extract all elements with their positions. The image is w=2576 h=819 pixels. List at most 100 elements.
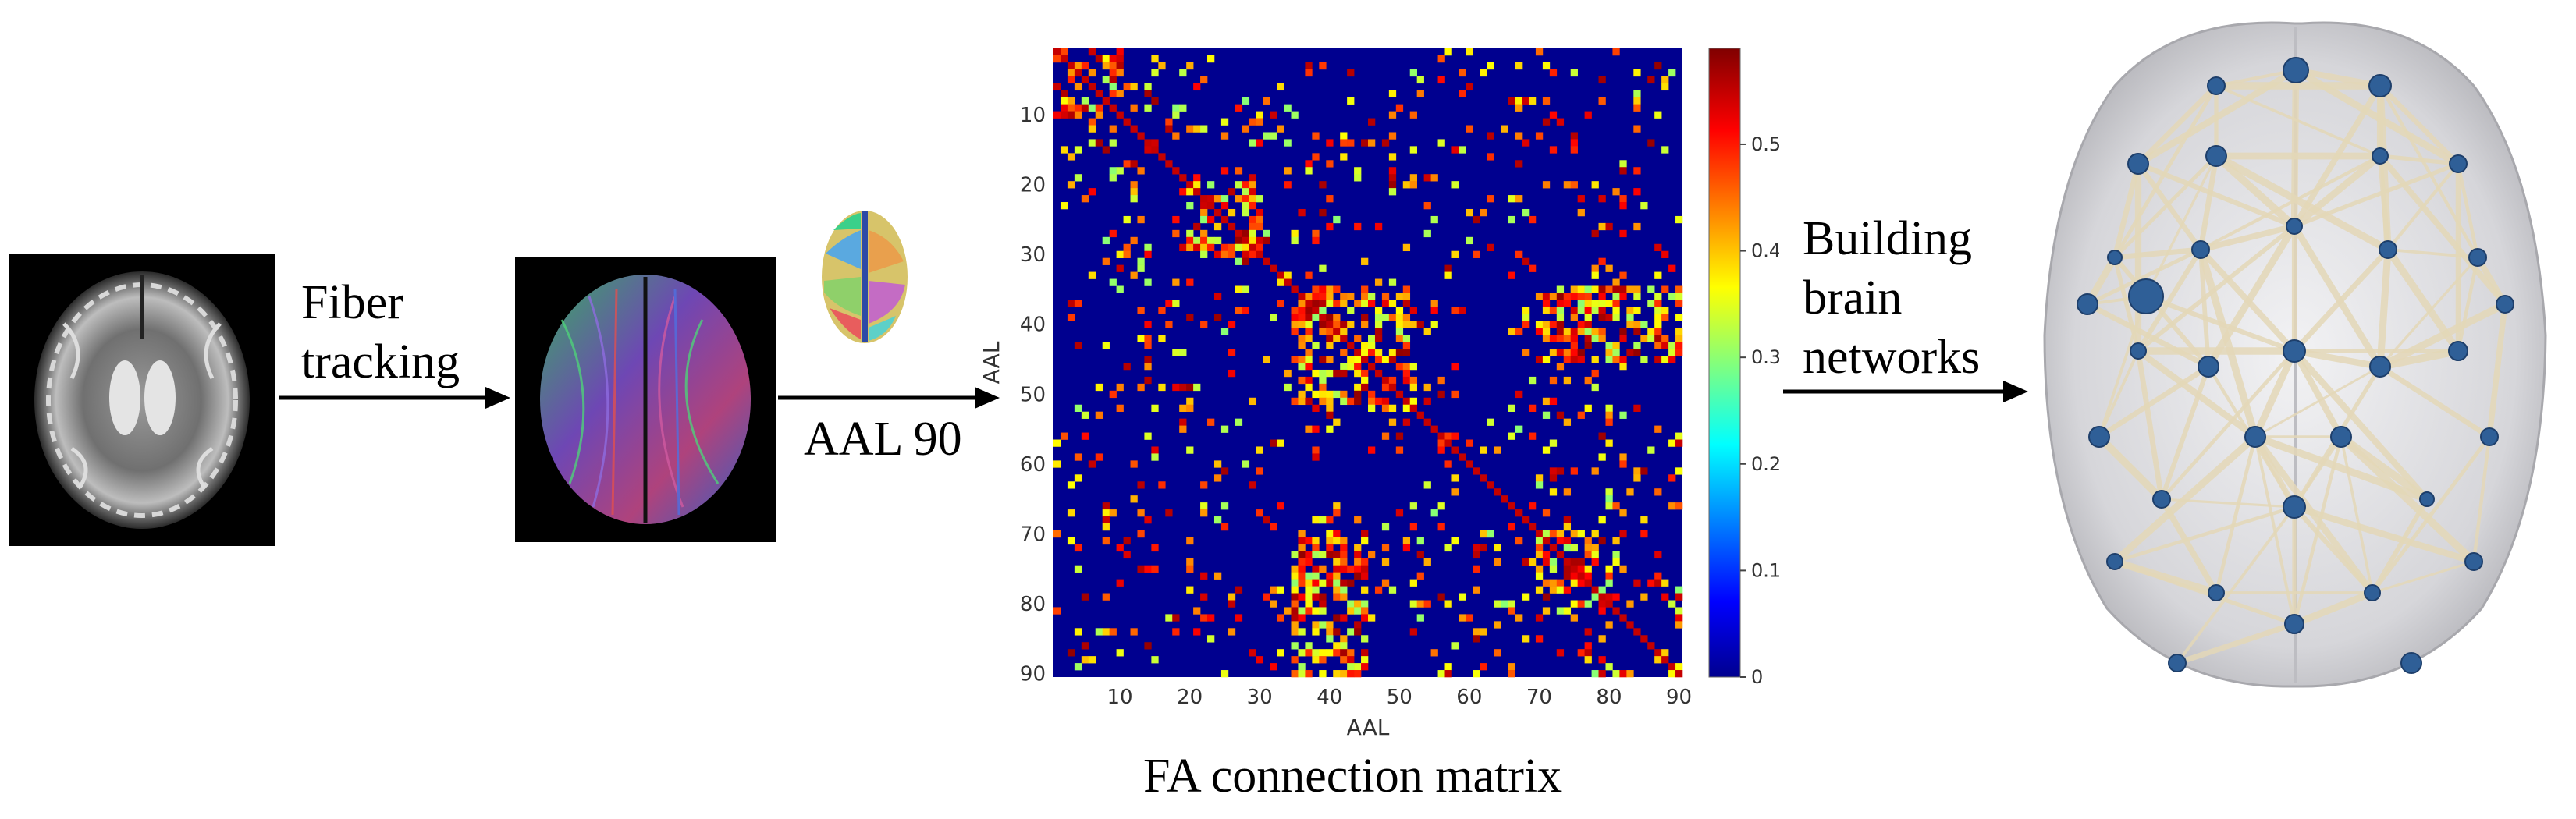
matrix-cell [1095,628,1103,636]
matrix-cell [1144,278,1152,286]
matrix-cell [1207,181,1215,189]
matrix-cell [1340,335,1348,342]
matrix-cell [1109,125,1117,133]
matrix-cell [1437,439,1445,447]
matrix-cell [1102,62,1110,70]
matrix-cell [1333,649,1341,657]
matrix-cell [1123,243,1131,252]
matrix-cell [1515,104,1523,112]
network-node [2207,76,2226,95]
matrix-cell [1430,649,1438,657]
matrix-cell [1361,376,1369,385]
matrix-cell [1284,607,1292,615]
matrix-cell [1347,663,1355,671]
matrix-cell [1053,530,1061,538]
matrix-cell [1480,663,1487,671]
matrix-cell [1487,530,1494,538]
matrix-cell [1388,383,1397,392]
matrix-cell [1067,537,1075,545]
matrix-cell [1528,558,1537,566]
fa-connection-matrix: 10 20 30 40 50 60 70 80 90 10 20 30 40 50 60 70 80 90 AA… [983,48,1779,740]
matrix-cell [1179,349,1187,356]
matrix-cell [1109,76,1117,84]
matrix-cell [1598,600,1606,608]
matrix-cell [1109,390,1117,399]
matrix-cell [1249,243,1257,252]
matrix-cell [1319,321,1327,328]
y-tick-label: 80 [1020,593,1046,616]
matrix-cell [1549,488,1558,496]
matrix-cell [1074,146,1082,154]
matrix-cell [1200,215,1208,224]
matrix-cell [1220,243,1229,252]
matrix-cell [1263,132,1270,140]
matrix-cell [1563,328,1572,335]
matrix-cell [1395,328,1404,335]
matrix-cell [1605,418,1613,426]
matrix-cell [1179,174,1187,182]
matrix-cell [1480,544,1487,552]
matrix-cell [1333,314,1341,321]
matrix-cell [1298,208,1306,217]
matrix-cell [1207,614,1215,622]
building-line-2: brain [1803,271,1903,324]
matrix-cell [1326,537,1334,545]
network-edge [2378,83,2480,260]
matrix-cell [1305,649,1313,657]
matrix-cell [1220,328,1229,335]
matrix-cell [1144,243,1152,252]
matrix-cell [1340,153,1348,161]
matrix-cell [1654,488,1662,496]
x-tick-label: 20 [1177,686,1203,709]
matrix-cell [1451,390,1459,399]
aal-atlas-image [818,207,911,347]
matrix-cell [1200,195,1208,203]
matrix-cell [1430,509,1438,517]
matrix-cell [1675,467,1683,475]
matrix-cell [1374,335,1383,342]
matrix-cell [1570,181,1578,189]
matrix-cell [1284,104,1292,112]
matrix-cell [1228,208,1236,217]
matrix-cell [1459,146,1466,154]
network-node [2152,490,2171,509]
matrix-cell [1277,586,1284,594]
x-tick-label: 10 [1107,686,1133,709]
colorbar-tick-label: 0.2 [1751,453,1779,475]
matrix-cell [1305,558,1313,566]
matrix-cell [1654,579,1662,587]
matrix-cell [1200,76,1208,84]
matrix-cell [1542,558,1551,566]
matrix-cell [1381,139,1390,147]
matrix-cell [1542,551,1551,559]
matrix-cell [1186,229,1194,238]
network-edge [2293,435,2343,509]
matrix-cell [1577,195,1585,203]
matrix-cell [1109,62,1117,70]
matrix-cell [1326,411,1334,419]
matrix-cell [1423,174,1431,182]
matrix-cell [1361,314,1369,321]
matrix-cell [1228,188,1236,196]
matrix-cell [1354,174,1362,182]
matrix-cell [1242,307,1250,314]
matrix-cell [1591,467,1599,475]
matrix-cell [1395,390,1404,399]
matrix-cell [1340,656,1348,664]
matrix-cell [1060,111,1068,119]
matrix-cell [1508,97,1515,105]
matrix-cell [1542,509,1551,517]
matrix-cell [1661,250,1669,258]
matrix-cell [1347,356,1355,363]
matrix-cell [1570,139,1578,147]
matrix-cell [1528,97,1537,105]
matrix-cell [1480,628,1487,636]
matrix-cell [1179,383,1187,392]
matrix-cell [1542,181,1551,189]
matrix-cell [1319,208,1327,217]
matrix-cell [1661,314,1669,321]
matrix-cell [1095,139,1103,147]
matrix-cell [1591,369,1599,378]
network-edge [2159,363,2212,502]
matrix-cell [1528,523,1537,531]
